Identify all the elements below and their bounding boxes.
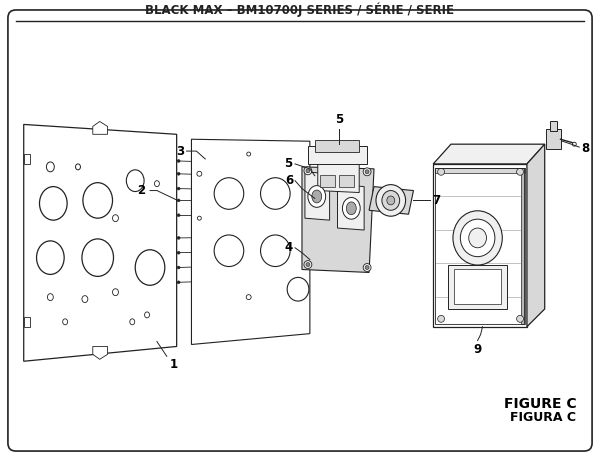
Polygon shape [527, 144, 545, 327]
Ellipse shape [517, 315, 523, 322]
Ellipse shape [47, 293, 53, 301]
Ellipse shape [376, 185, 406, 216]
Bar [320, 175, 335, 187]
Ellipse shape [308, 186, 326, 207]
Text: 5: 5 [335, 113, 344, 126]
Ellipse shape [197, 172, 202, 176]
Ellipse shape [76, 164, 80, 170]
Ellipse shape [113, 215, 118, 222]
Ellipse shape [83, 182, 113, 218]
Polygon shape [318, 162, 359, 192]
Ellipse shape [135, 250, 165, 285]
Ellipse shape [177, 251, 180, 254]
Ellipse shape [40, 187, 67, 220]
Ellipse shape [387, 196, 395, 205]
Ellipse shape [460, 219, 495, 257]
Ellipse shape [197, 216, 202, 220]
Polygon shape [435, 168, 525, 173]
Ellipse shape [517, 168, 523, 175]
Ellipse shape [177, 214, 180, 217]
Polygon shape [433, 164, 527, 327]
Text: 9: 9 [473, 344, 482, 357]
Ellipse shape [177, 172, 180, 175]
Ellipse shape [365, 170, 369, 174]
Ellipse shape [247, 152, 251, 156]
Text: 8: 8 [581, 142, 589, 155]
Polygon shape [93, 121, 107, 134]
Text: 5: 5 [284, 157, 292, 171]
Ellipse shape [82, 296, 88, 303]
Polygon shape [191, 139, 310, 344]
Bar [308, 146, 367, 164]
Ellipse shape [363, 263, 371, 272]
Polygon shape [302, 167, 374, 273]
Polygon shape [433, 144, 545, 164]
Ellipse shape [260, 178, 290, 209]
Ellipse shape [214, 235, 244, 267]
Ellipse shape [287, 278, 309, 301]
Ellipse shape [260, 235, 290, 267]
Ellipse shape [82, 239, 113, 276]
Bar [340, 175, 354, 187]
Text: 6: 6 [285, 174, 293, 187]
Ellipse shape [382, 191, 400, 210]
Ellipse shape [304, 261, 312, 268]
Ellipse shape [572, 142, 576, 146]
Text: BLACK MAX – BM10700J SERIES / SÉRIE / SERIE: BLACK MAX – BM10700J SERIES / SÉRIE / SE… [145, 2, 455, 17]
Ellipse shape [453, 211, 502, 265]
Ellipse shape [62, 319, 68, 325]
Ellipse shape [37, 241, 64, 274]
Bar [315, 140, 359, 152]
Ellipse shape [177, 281, 180, 284]
Ellipse shape [130, 319, 135, 325]
Ellipse shape [113, 289, 118, 296]
Polygon shape [24, 124, 176, 361]
Ellipse shape [177, 237, 180, 239]
Text: FIGURE C: FIGURE C [503, 397, 576, 411]
Bar [454, 269, 501, 304]
Polygon shape [24, 154, 29, 164]
Ellipse shape [177, 199, 180, 202]
Bar [448, 264, 507, 309]
Text: FIGURA C: FIGURA C [510, 411, 576, 424]
Polygon shape [305, 172, 329, 220]
Ellipse shape [306, 169, 310, 173]
Ellipse shape [437, 315, 445, 322]
Polygon shape [546, 129, 560, 149]
Ellipse shape [214, 178, 244, 209]
Ellipse shape [177, 159, 180, 162]
Ellipse shape [346, 202, 356, 215]
Ellipse shape [365, 266, 369, 269]
Text: 4: 4 [285, 241, 293, 254]
Text: 3: 3 [176, 145, 185, 157]
Polygon shape [550, 121, 557, 131]
Ellipse shape [437, 168, 445, 175]
Ellipse shape [306, 263, 310, 267]
Polygon shape [521, 168, 525, 324]
Ellipse shape [145, 312, 149, 318]
Ellipse shape [363, 168, 371, 176]
Ellipse shape [343, 197, 360, 219]
Ellipse shape [177, 266, 180, 269]
Ellipse shape [246, 295, 251, 299]
Text: 2: 2 [137, 184, 145, 197]
Ellipse shape [177, 187, 180, 190]
Polygon shape [24, 317, 29, 327]
Polygon shape [337, 185, 364, 230]
Text: 1: 1 [170, 358, 178, 371]
Polygon shape [93, 346, 107, 359]
FancyBboxPatch shape [8, 10, 592, 451]
Ellipse shape [127, 170, 144, 192]
Ellipse shape [469, 228, 487, 248]
Ellipse shape [46, 162, 54, 172]
Ellipse shape [154, 181, 160, 187]
Polygon shape [369, 187, 413, 214]
Ellipse shape [312, 190, 322, 203]
Text: 7: 7 [432, 194, 440, 207]
Ellipse shape [304, 167, 312, 175]
